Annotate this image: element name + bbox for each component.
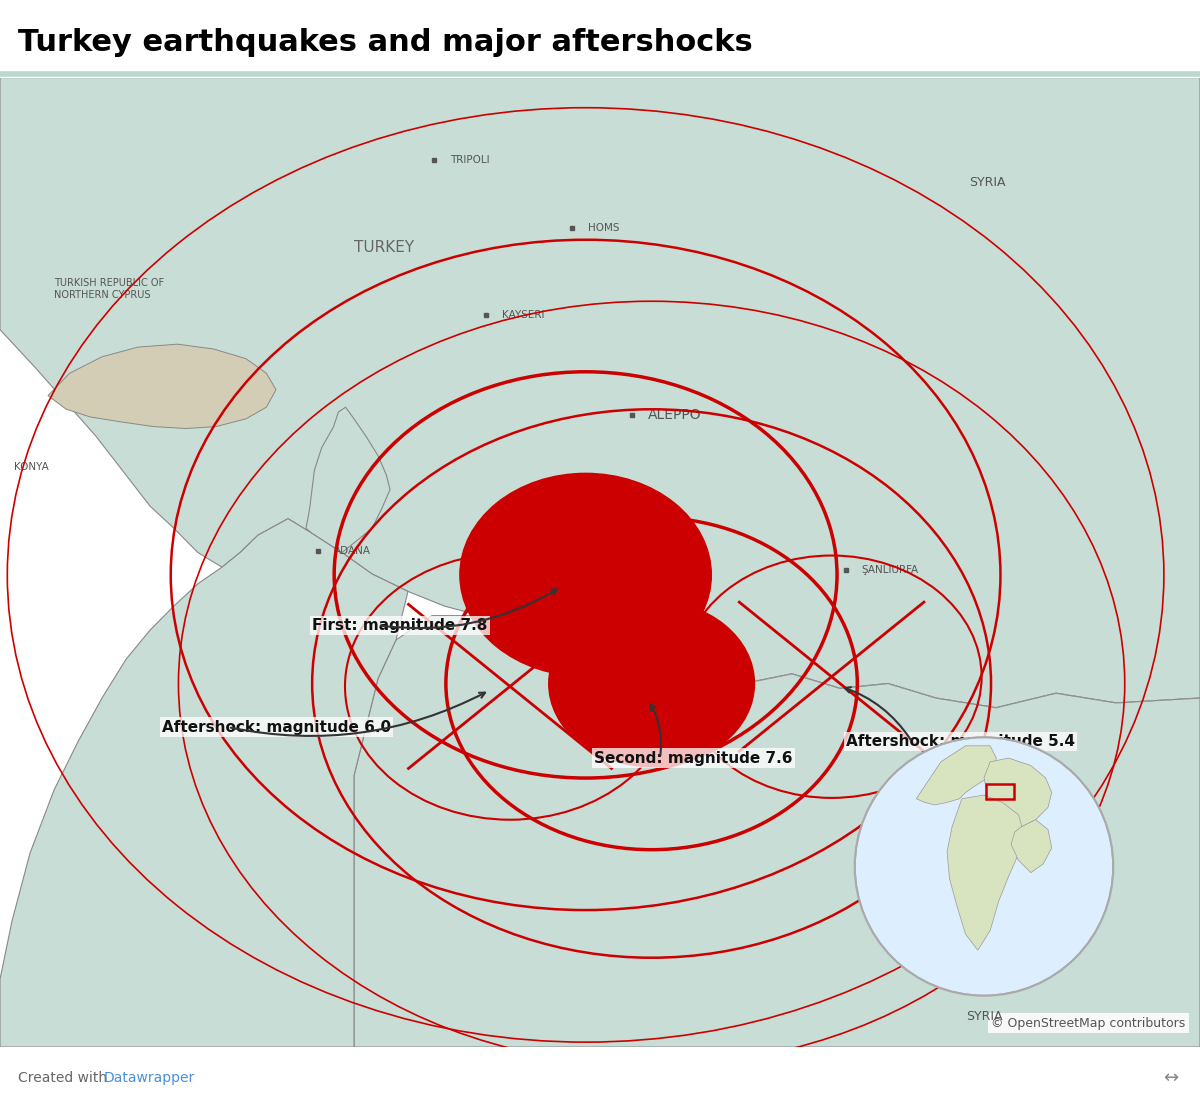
Polygon shape: [917, 746, 996, 804]
Text: © OpenStreetMap contributors: © OpenStreetMap contributors: [991, 1017, 1186, 1029]
Text: Turkey earthquakes and major aftershocks: Turkey earthquakes and major aftershocks: [18, 28, 752, 57]
Text: ŞANLIURFA: ŞANLIURFA: [862, 565, 919, 575]
Text: Datawrapper: Datawrapper: [103, 1070, 194, 1085]
Text: Aftershock: magnitude 6.0: Aftershock: magnitude 6.0: [162, 719, 391, 735]
Text: ADANA: ADANA: [334, 545, 371, 556]
Circle shape: [460, 473, 712, 677]
Polygon shape: [947, 796, 1024, 951]
Polygon shape: [354, 616, 1200, 1047]
Text: TURKEY: TURKEY: [354, 239, 414, 255]
Text: Second: magnitude 7.6: Second: magnitude 7.6: [594, 750, 792, 766]
Text: KAYSERI: KAYSERI: [502, 310, 544, 320]
Text: First: magnitude 7.8: First: magnitude 7.8: [312, 618, 487, 633]
Polygon shape: [0, 519, 408, 1047]
Polygon shape: [984, 758, 1051, 830]
Text: Created with: Created with: [18, 1070, 112, 1085]
Bar: [986, 784, 1014, 799]
Text: SYRIA: SYRIA: [966, 1010, 1002, 1023]
Text: ALEPPO: ALEPPO: [648, 408, 702, 422]
Text: TRIPOLI: TRIPOLI: [450, 155, 490, 165]
Polygon shape: [48, 345, 276, 429]
Text: KONYA: KONYA: [14, 462, 49, 472]
Circle shape: [854, 737, 1114, 996]
Polygon shape: [1012, 820, 1051, 873]
Polygon shape: [306, 408, 390, 553]
Text: TURKISH REPUBLIC OF
NORTHERN CYPRUS: TURKISH REPUBLIC OF NORTHERN CYPRUS: [54, 278, 164, 299]
Text: GAZIANTEP: GAZIANTEP: [641, 552, 700, 562]
Polygon shape: [0, 78, 1200, 708]
Text: HOMS: HOMS: [588, 223, 619, 233]
Circle shape: [548, 601, 755, 767]
Text: SYRIA: SYRIA: [970, 176, 1006, 188]
Text: ↔: ↔: [1163, 1068, 1178, 1087]
Text: Aftershock: magnitude 5.4: Aftershock: magnitude 5.4: [846, 735, 1075, 749]
